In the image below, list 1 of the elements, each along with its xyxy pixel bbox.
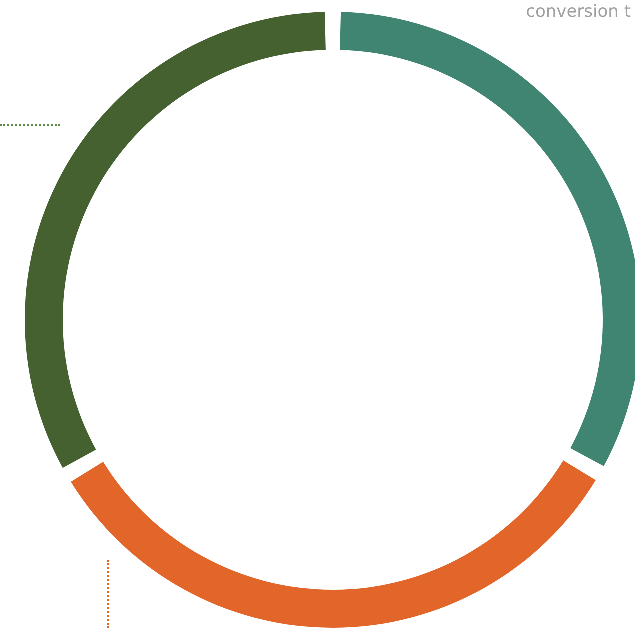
text: conversion t [526,2,631,22]
